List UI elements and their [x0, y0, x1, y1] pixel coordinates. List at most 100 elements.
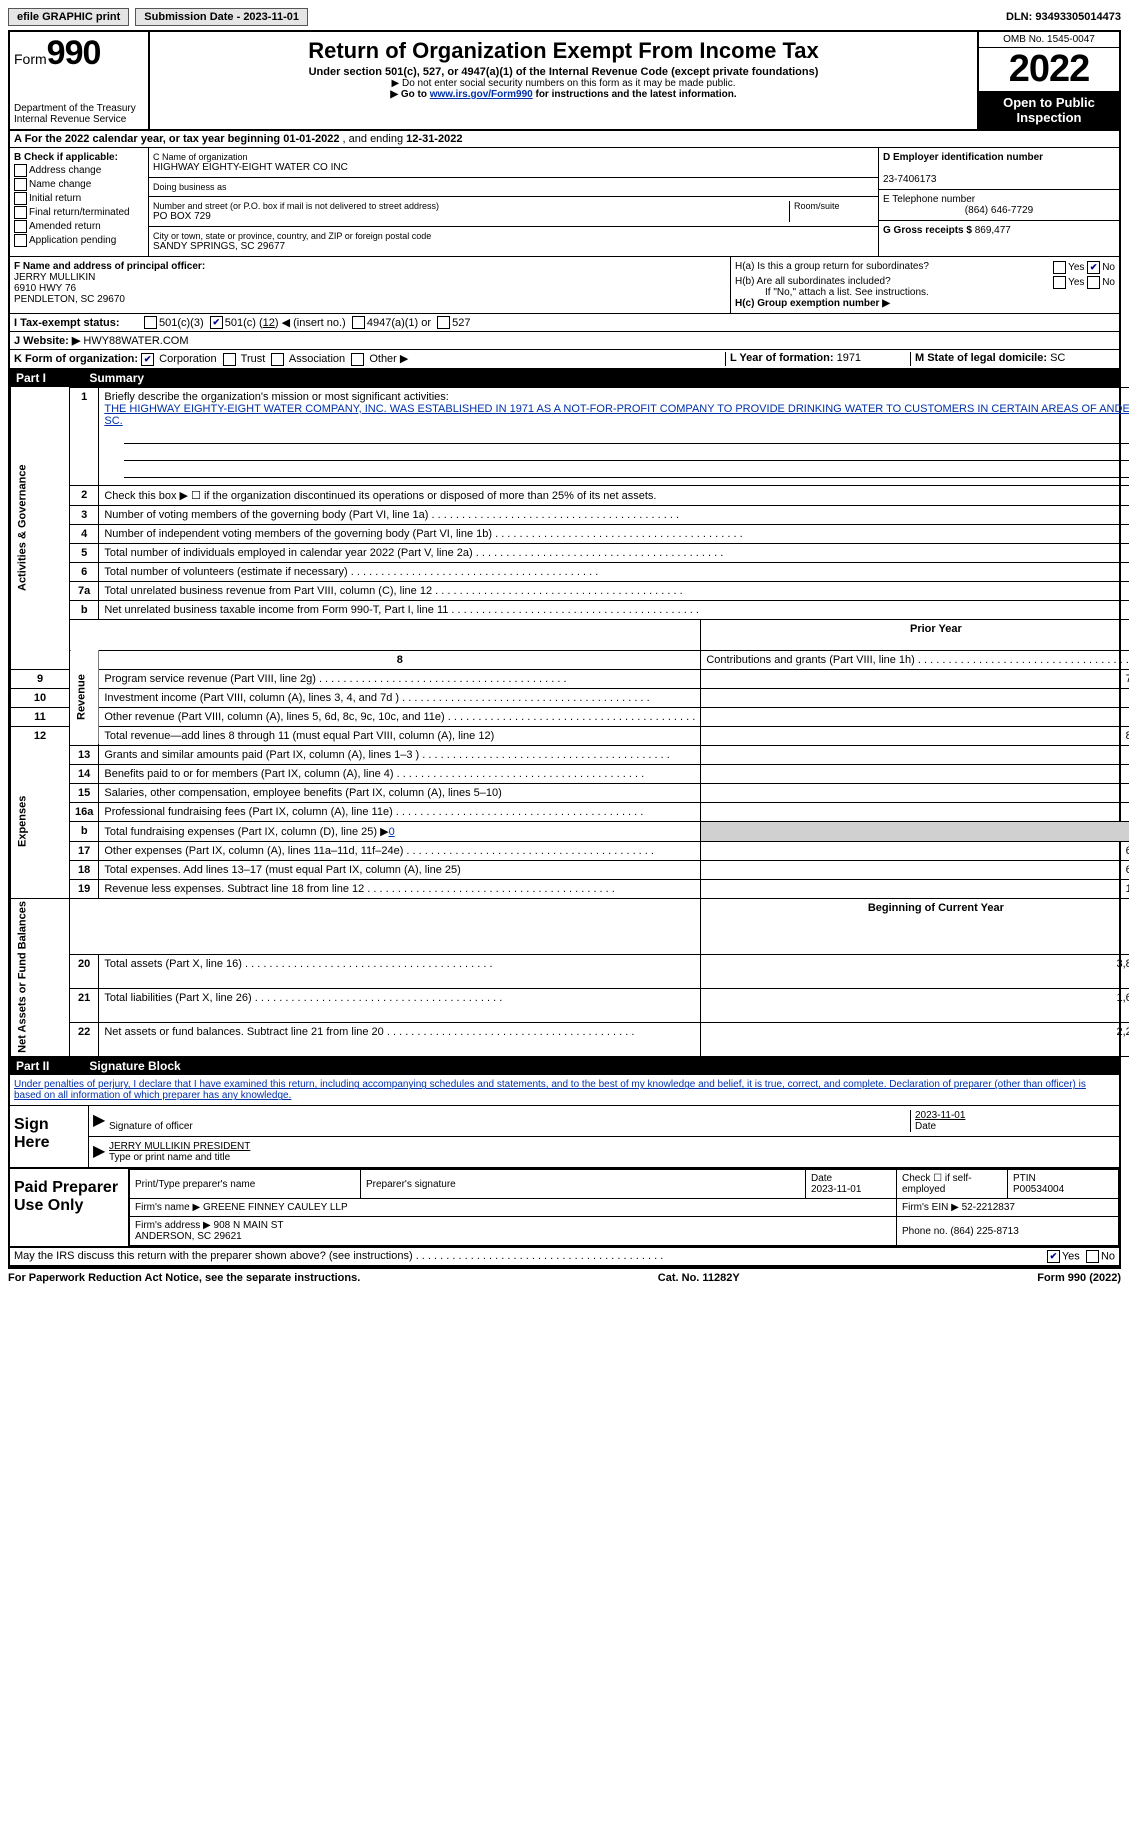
cb-hb-yes[interactable]	[1053, 276, 1066, 289]
l12-text: Total revenue—add lines 8 through 11 (mu…	[104, 730, 494, 742]
header-mid: Return of Organization Exempt From Incom…	[150, 32, 977, 129]
sub3-pre: ▶ Go to	[390, 89, 429, 100]
subtitle-1: Under section 501(c), 527, or 4947(a)(1)…	[156, 66, 971, 78]
signer-name: JERRY MULLIKIN PRESIDENT	[109, 1141, 250, 1152]
form-number: 990	[47, 34, 101, 72]
p12: 801,612	[701, 726, 1129, 745]
e-phone-lbl: E Telephone number	[883, 194, 975, 205]
org-city: SANDY SPRINGS, SC 29677	[153, 241, 874, 252]
firm-lbl: Firm's name ▶	[135, 1202, 200, 1213]
cb-4947[interactable]	[352, 316, 365, 329]
fphone-lbl: Phone no.	[902, 1226, 948, 1237]
efile-print-button[interactable]: efile GRAPHIC print	[8, 8, 129, 26]
cb-final-return[interactable]	[14, 206, 27, 219]
i-501c-post: ) ◀ (insert no.)	[275, 316, 346, 329]
cb-527[interactable]	[437, 316, 450, 329]
l1-label: Briefly describe the organization's miss…	[104, 391, 448, 403]
cb-other[interactable]	[351, 353, 364, 366]
hb-label: H(b) Are all subordinates included?	[735, 276, 891, 287]
cb-name-change[interactable]	[14, 178, 27, 191]
row-j: J Website: ▶ HWY88WATER.COM	[10, 332, 1119, 350]
cb-501c3[interactable]	[144, 316, 157, 329]
p13	[701, 745, 1129, 764]
b-addr: Address change	[29, 165, 101, 176]
rowA-end: 12-31-2022	[406, 133, 462, 145]
row-i: I Tax-exempt status: 501(c)(3) 501(c) (1…	[10, 314, 1119, 332]
subtitle-2: ▶ Do not enter social security numbers o…	[156, 78, 971, 89]
website-value: HWY88WATER.COM	[83, 335, 188, 347]
c-addr-lbl: Number and street (or P.O. box if mail i…	[153, 201, 789, 211]
sign-date-lbl: Date	[915, 1121, 936, 1132]
row-klm: K Form of organization: Corporation Trus…	[10, 350, 1119, 369]
open-to-public: Open to Public Inspection	[979, 91, 1119, 129]
rowA-pre: A For the 2022 calendar year, or tax yea…	[14, 133, 283, 145]
i-501c: 501(c) (	[225, 317, 263, 329]
cb-corp[interactable]	[141, 353, 154, 366]
l11-text: Other revenue (Part VIII, column (A), li…	[104, 711, 444, 723]
cb-trust[interactable]	[223, 353, 236, 366]
org-address: PO BOX 729	[153, 211, 789, 222]
b-final: Final return/terminated	[29, 207, 130, 218]
l16b-val: 0	[389, 826, 395, 838]
side-net-assets: Net Assets or Fund Balances	[11, 898, 70, 1057]
state-domicile: SC	[1050, 352, 1065, 364]
hb-yes: Yes	[1068, 277, 1084, 288]
preparer-table: Print/Type preparer's name Preparer's si…	[129, 1169, 1119, 1246]
header-left: Form990 Department of the Treasury Inter…	[10, 32, 150, 129]
l-label: L Year of formation:	[730, 352, 834, 364]
irs-link[interactable]: www.irs.gov/Form990	[430, 89, 533, 100]
phone-value: (864) 646-7729	[883, 205, 1115, 216]
bcd-block: B Check if applicable: Address change Na…	[10, 148, 1119, 257]
dln-label: DLN: 93493305014473	[1006, 11, 1121, 23]
part1-bar: Part I Summary	[10, 369, 1119, 387]
discuss-q: May the IRS discuss this return with the…	[14, 1250, 413, 1262]
cb-assoc[interactable]	[271, 353, 284, 366]
top-bar: efile GRAPHIC print Submission Date - 20…	[8, 8, 1121, 26]
officer-city: PENDLETON, SC 29670	[14, 294, 125, 305]
officer-name: JERRY MULLIKIN	[14, 272, 95, 283]
ein-lbl: Firm's EIN ▶	[902, 1202, 959, 1213]
self-employed-lbl: Check ☐ if self-employed	[897, 1170, 1008, 1199]
cb-initial-return[interactable]	[14, 192, 27, 205]
j-label: J Website: ▶	[14, 335, 80, 347]
k-corp: Corporation	[159, 353, 216, 365]
c-room-lbl: Room/suite	[794, 201, 874, 211]
cb-501c[interactable]	[210, 316, 223, 329]
l19-text: Revenue less expenses. Subtract line 18 …	[104, 883, 364, 895]
cb-ha-no[interactable]	[1087, 261, 1100, 274]
cb-hb-no[interactable]	[1087, 276, 1100, 289]
sub3-post: for instructions and the latest informat…	[533, 89, 737, 100]
m-label: M State of legal domicile:	[915, 352, 1047, 364]
part1-title: Summary	[89, 371, 144, 385]
form-header: Form990 Department of the Treasury Inter…	[10, 32, 1119, 131]
arrow-icon: ▶	[93, 1110, 109, 1132]
p15	[701, 783, 1129, 802]
psig-lbl: Preparer's signature	[366, 1179, 456, 1190]
p18: 615,322	[701, 860, 1129, 879]
form-word: Form	[14, 51, 47, 67]
l13-text: Grants and similar amounts paid (Part IX…	[104, 749, 419, 761]
hb-no: No	[1102, 277, 1115, 288]
ha-label: H(a) Is this a group return for subordin…	[735, 261, 929, 272]
submission-date: Submission Date - 2023-11-01	[135, 8, 308, 26]
officer-addr: 6910 HWY 76	[14, 283, 76, 294]
cb-ha-yes[interactable]	[1053, 261, 1066, 274]
part2-bar: Part II Signature Block	[10, 1057, 1119, 1075]
rowA-mid: , and ending	[343, 133, 407, 145]
p10: 1,754	[701, 688, 1129, 707]
p11: 16,800	[701, 707, 1129, 726]
cb-amended[interactable]	[14, 220, 27, 233]
col-d: D Employer identification number 23-7406…	[878, 148, 1119, 256]
i-4947: 4947(a)(1) or	[367, 317, 431, 329]
l10-text: Investment income (Part VIII, column (A)…	[104, 692, 399, 704]
g-gross-lbl: G Gross receipts $	[883, 225, 972, 236]
year-formation: 1971	[837, 352, 861, 364]
cb-discuss-yes[interactable]	[1047, 1250, 1060, 1263]
row-a: A For the 2022 calendar year, or tax yea…	[10, 131, 1119, 148]
cb-app-pending[interactable]	[14, 234, 27, 247]
cb-discuss-no[interactable]	[1086, 1250, 1099, 1263]
cb-address-change[interactable]	[14, 164, 27, 177]
k-other: Other ▶	[369, 353, 408, 365]
dept-label: Department of the Treasury Internal Reve…	[14, 103, 144, 125]
p14	[701, 764, 1129, 783]
